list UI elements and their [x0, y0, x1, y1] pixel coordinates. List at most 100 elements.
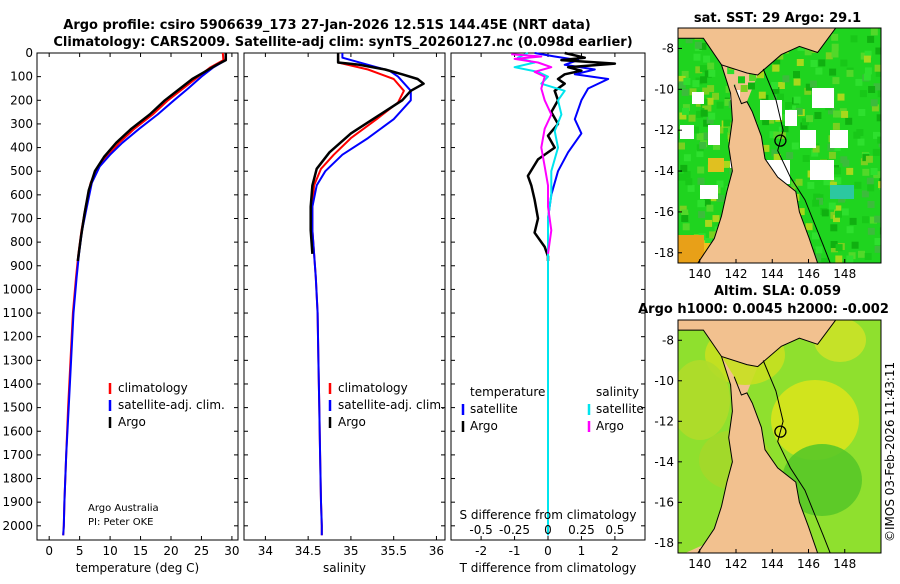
xtick-label: 25: [194, 544, 209, 558]
sst-pixel: [837, 93, 845, 101]
sst-map-frame: [677, 27, 882, 264]
xtick-label: 0: [45, 544, 53, 558]
sst-pixel: [833, 215, 840, 223]
sst-pixel: [681, 215, 689, 222]
sst-pixel: [696, 150, 704, 158]
sst-pixel: [702, 132, 710, 140]
sst-pixel: [874, 64, 881, 72]
sst-pixel: [771, 149, 779, 157]
series-t-argo: [526, 51, 617, 261]
sst-pixel: [866, 177, 874, 185]
sst-pixel: [865, 155, 873, 163]
sst-pixel: [814, 253, 822, 261]
legend-label: satellite: [470, 402, 518, 416]
xtick-label: 35: [343, 544, 358, 558]
legend-label: Argo: [338, 415, 366, 429]
sst-pixel: [845, 117, 853, 125]
xtick-label: 142: [725, 557, 748, 571]
sst-pixel: [681, 70, 689, 78]
sst-pixel: [834, 177, 842, 185]
xaxis-label: temperature (deg C): [76, 561, 199, 575]
sst-pixel: [815, 67, 823, 75]
ytick-label: 400: [10, 141, 33, 155]
sst-pixel: [832, 122, 840, 130]
xtick-label: 146: [797, 267, 820, 281]
sst-pixel: [758, 91, 766, 99]
sst-pixel: [724, 160, 731, 168]
sst-map-field: [678, 28, 881, 263]
sst-pixel: [773, 153, 781, 161]
sst-pixel: [846, 226, 854, 234]
land-cape-york: [697, 64, 818, 263]
sst-pixel: [802, 155, 810, 162]
sst-pixel: [867, 227, 875, 235]
xtick-label: 5: [76, 544, 84, 558]
sst-pixel: [762, 144, 770, 152]
sst-pixel: [691, 126, 699, 134]
coastline: [697, 64, 819, 263]
sst-pixel: [793, 71, 800, 78]
sst-pixel: [816, 197, 823, 205]
xtick-label: 35.5: [380, 544, 407, 558]
sst-pixel: [797, 44, 805, 51]
sst-pixel: [683, 171, 691, 179]
ytick-label: 1000: [2, 282, 33, 296]
sst-pixel: [854, 181, 862, 189]
sst-pixel: [840, 156, 848, 164]
xtick-label: 20: [163, 544, 178, 558]
cloud-gap: [760, 100, 782, 120]
ytick-label: 900: [10, 259, 33, 273]
sst-pixel: [682, 223, 690, 231]
salinity-frame: [243, 52, 446, 541]
cloud-gap: [812, 88, 834, 108]
ytick-label: 0: [25, 46, 33, 60]
sst-pixel: [680, 164, 688, 172]
sst-pixel: [862, 168, 870, 176]
sst-pixel: [707, 85, 715, 93]
ytick-label: -8: [662, 333, 674, 347]
sst-pixel: [834, 205, 842, 213]
sst-pixel: [793, 78, 801, 86]
secondary-tick-label: 0.5: [605, 523, 624, 537]
sst-pixel: [785, 102, 793, 109]
sst-pixel: [846, 167, 854, 175]
sst-pixel: [705, 219, 713, 227]
sst-pixel: [862, 216, 869, 224]
xtick-label: 140: [688, 557, 711, 571]
secondary-tick-label: -0.5: [469, 523, 492, 537]
shelf-contour: [762, 68, 831, 263]
xtick-label: 34: [258, 544, 273, 558]
temperature-frame: [36, 52, 239, 541]
xtick-label: -1: [509, 544, 521, 558]
sst-pixel: [679, 205, 687, 213]
temperature-panel: 0100200300400500600700800900100011001200…: [2, 46, 239, 575]
sst-pixel: [841, 110, 849, 118]
sst-pixel: [874, 245, 881, 253]
sst-pixel: [833, 110, 840, 118]
series-satellite-adj-clim-: [311, 53, 412, 536]
cloud-gap: [830, 130, 848, 148]
sst-pixel: [800, 122, 808, 130]
sst-pixel: [818, 59, 826, 67]
cloud-gap: [810, 160, 834, 180]
secondary-tick-label: 0: [544, 523, 552, 537]
sst-pixel: [846, 255, 854, 263]
sla-blob: [678, 360, 730, 440]
legend-title-salinity: salinity: [596, 385, 639, 399]
sst-pixel: [681, 88, 689, 96]
sst-pixel: [678, 75, 686, 83]
ytick-label: -18: [654, 536, 674, 550]
sst-pixel: [831, 33, 839, 41]
sst-pixel: [878, 140, 881, 148]
sst-pixel: [857, 138, 865, 146]
sst-pixel: [777, 93, 784, 101]
sst-pixel: [693, 53, 701, 61]
ytick-label: 1700: [2, 448, 33, 462]
ytick-label: 700: [10, 211, 33, 225]
sst-pixel: [706, 97, 714, 105]
ytick-label: -10: [654, 82, 674, 96]
sst-pixel: [740, 85, 748, 92]
ytick-label: -10: [654, 374, 674, 388]
legend-label: satellite-adj. clim.: [118, 398, 225, 412]
sst-pixel: [813, 193, 821, 201]
